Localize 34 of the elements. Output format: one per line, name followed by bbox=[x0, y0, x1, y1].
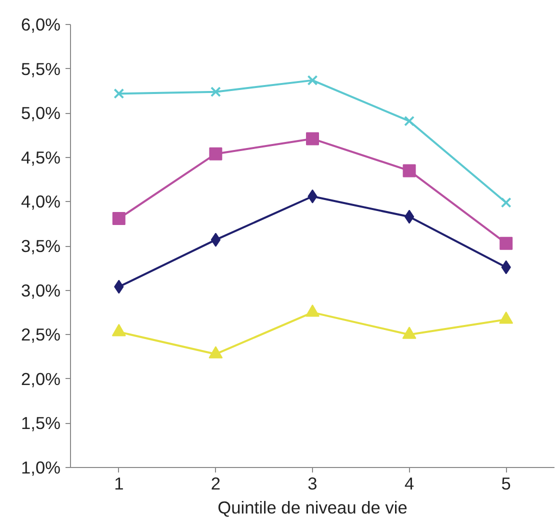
point bbox=[500, 236, 513, 250]
point bbox=[209, 147, 222, 160]
y-tick-label: 3,0% bbox=[21, 280, 61, 300]
y-tick-label: 2,0% bbox=[21, 368, 61, 389]
point bbox=[208, 346, 223, 358]
x-axis-title: Quintile de niveau de vie bbox=[218, 498, 408, 518]
point bbox=[499, 312, 514, 324]
y-tick-label: 5,0% bbox=[21, 103, 61, 124]
y-tick-label: 1,0% bbox=[21, 458, 61, 478]
point bbox=[306, 132, 319, 146]
y-tick-label: 4,0% bbox=[21, 192, 61, 212]
x-tick-label: 1 bbox=[114, 474, 124, 494]
y-tick-label: 2,5% bbox=[21, 324, 61, 345]
y-tick-label: 4,5% bbox=[21, 147, 61, 168]
point bbox=[210, 86, 221, 98]
point bbox=[402, 164, 416, 178]
x-tick-label: 5 bbox=[501, 474, 511, 494]
x-tick-label: 2 bbox=[210, 474, 221, 494]
point bbox=[307, 75, 318, 86]
point bbox=[402, 326, 416, 339]
point bbox=[112, 212, 126, 226]
y-tick-label: 1,5% bbox=[21, 413, 61, 434]
point bbox=[306, 304, 320, 317]
point bbox=[112, 324, 126, 336]
point bbox=[404, 210, 414, 224]
x-tick-label: 4 bbox=[404, 474, 414, 494]
y-tick-label: 6,0% bbox=[21, 14, 61, 34]
y-tick-label: 5,5% bbox=[21, 58, 61, 79]
point bbox=[210, 232, 221, 247]
point bbox=[114, 88, 124, 99]
x-tick-label: 3 bbox=[308, 474, 318, 494]
point bbox=[500, 197, 512, 208]
y-tick-label: 3,5% bbox=[21, 236, 61, 256]
point bbox=[404, 116, 415, 126]
